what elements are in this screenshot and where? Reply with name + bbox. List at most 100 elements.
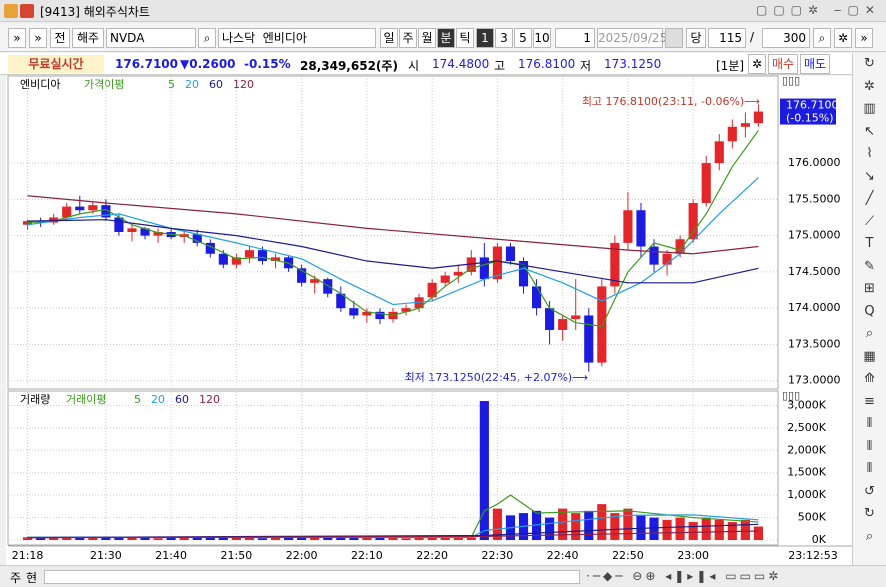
- legend-name: 엔비디아: [20, 78, 60, 91]
- interval-button[interactable]: 10: [533, 28, 551, 48]
- volume-bar: [688, 522, 698, 540]
- interval-button[interactable]: 1: [476, 28, 494, 48]
- dropdown-button[interactable]: »: [29, 28, 47, 48]
- volume-bar: [558, 508, 568, 540]
- volume-bar: [440, 537, 450, 540]
- sell-button[interactable]: 매도: [800, 54, 830, 74]
- volume-bar: [427, 537, 437, 540]
- last-change: (-0.15%): [786, 112, 834, 125]
- volume-bar: [218, 536, 228, 540]
- x-tick-label: 22:50: [612, 549, 644, 562]
- period-button[interactable]: 분: [437, 28, 455, 48]
- candle-body: [297, 268, 307, 283]
- volume-bar: [36, 537, 46, 540]
- buy-button[interactable]: 매수: [768, 54, 798, 74]
- high-note: 최고 176.8100(23:11, -0.06%)⟶: [582, 95, 760, 108]
- candle-body: [257, 250, 268, 262]
- interval-input[interactable]: 1: [555, 28, 595, 48]
- candle-body: [414, 297, 424, 309]
- volume-tick-label: 2,000K: [787, 443, 826, 456]
- volume-bar: [492, 508, 502, 540]
- total-input[interactable]: 300: [762, 28, 810, 48]
- last-price-box: [780, 98, 836, 125]
- candle-body: [584, 315, 594, 363]
- interval-button[interactable]: 5: [514, 28, 532, 48]
- low: 173.1250: [604, 57, 662, 71]
- volume-bar: [636, 515, 646, 540]
- interval-button[interactable]: 3: [495, 28, 513, 48]
- candle-body: [466, 257, 476, 272]
- volume-bar: [649, 517, 659, 540]
- volume-bar: [23, 537, 33, 540]
- volume-bar: [140, 537, 150, 540]
- date-input[interactable]: 2025/09/25: [597, 28, 667, 48]
- candle-body: [114, 217, 124, 232]
- volume-bar: [545, 517, 555, 540]
- search-button[interactable]: ⌕: [198, 28, 216, 48]
- candle-body: [623, 210, 633, 243]
- candle-body: [740, 123, 750, 127]
- zoom-controls[interactable]: ·─◆─ ⊖⊕ ◂❚▸❚◂ ▭▭▭✲: [586, 569, 782, 583]
- calendar-button[interactable]: [665, 28, 683, 48]
- volume-legend: 거래량: [20, 393, 50, 406]
- candle-body: [127, 228, 137, 232]
- candle-body: [153, 232, 163, 236]
- y-tick-label: 176.0000: [788, 156, 841, 169]
- period-button[interactable]: 틱: [456, 28, 474, 48]
- x-tick-label: 22:00: [286, 549, 318, 562]
- volume-bar: [714, 519, 724, 540]
- volume-pane: [7, 390, 779, 546]
- candle-body: [753, 111, 763, 124]
- volume-bar: [114, 537, 124, 540]
- high: 176.8100: [518, 57, 576, 71]
- pane-controls[interactable]: ▯▯▯: [782, 389, 800, 402]
- scrollbar[interactable]: [44, 570, 580, 584]
- period-button[interactable]: 일: [380, 28, 398, 48]
- volume-bar: [675, 517, 685, 540]
- candle-body: [192, 234, 202, 243]
- volume-bar: [479, 400, 489, 540]
- period-button[interactable]: 주: [399, 28, 417, 48]
- side-toolbar[interactable]: ↻ ✲ ▥ ↖ ⌇ ↘ ╱ ⟋ T ✎ ⊞ Q ⌕ ▦ ⟰ ≡ ⫴ ⫴ ⫴ ↺ ↻ ⌕: [852, 53, 886, 565]
- pane-controls[interactable]: ▯▯▯: [782, 74, 800, 87]
- market-button[interactable]: 해주: [72, 28, 104, 48]
- period-button[interactable]: 월: [418, 28, 436, 48]
- volume-bar: [62, 536, 72, 540]
- volume-bar: [401, 538, 411, 540]
- volume-bar: [584, 510, 594, 540]
- more-button[interactable]: »: [855, 28, 873, 48]
- symbol-input[interactable]: NVDA: [106, 28, 196, 48]
- volume-bar: [310, 537, 320, 540]
- volume-bar: [753, 526, 763, 540]
- stock-name: 엔비디아: [262, 31, 307, 45]
- chart-settings[interactable]: ✲: [748, 54, 766, 74]
- legend-ma-label: 가격이평: [84, 78, 124, 91]
- settings-button[interactable]: ✲: [834, 28, 852, 48]
- volume-bar: [270, 537, 281, 540]
- expand-button[interactable]: »: [8, 28, 26, 48]
- separator: /: [750, 30, 755, 44]
- ma-line: [27, 177, 759, 306]
- candle-body: [453, 271, 463, 276]
- ma-line: [27, 514, 759, 538]
- volume-ma-label: 거래이평: [66, 393, 106, 406]
- volume-tick-label: 2,500K: [787, 421, 826, 434]
- x-tick-label: 21:40: [155, 549, 187, 562]
- candle-body: [88, 205, 98, 211]
- x-tick-label: 22:40: [547, 549, 579, 562]
- candle-body: [401, 308, 411, 312]
- help-icon[interactable]: [20, 4, 34, 18]
- volume-bar: [127, 537, 137, 540]
- count-input[interactable]: 115: [708, 28, 746, 48]
- candle-body: [101, 205, 111, 218]
- candle-body: [336, 293, 346, 309]
- zoom-button[interactable]: ⌕: [813, 28, 831, 48]
- volume-bar: [466, 537, 476, 540]
- volume-bar: [362, 537, 372, 540]
- window-controls[interactable]: ▢▢▢✲ ‒▢✕: [756, 3, 881, 17]
- x-tick-label: 21:18: [12, 549, 44, 562]
- ma-line: [27, 219, 759, 284]
- all-button[interactable]: 전: [50, 28, 70, 48]
- high-label: 고: [494, 59, 506, 73]
- candle-body: [727, 126, 737, 142]
